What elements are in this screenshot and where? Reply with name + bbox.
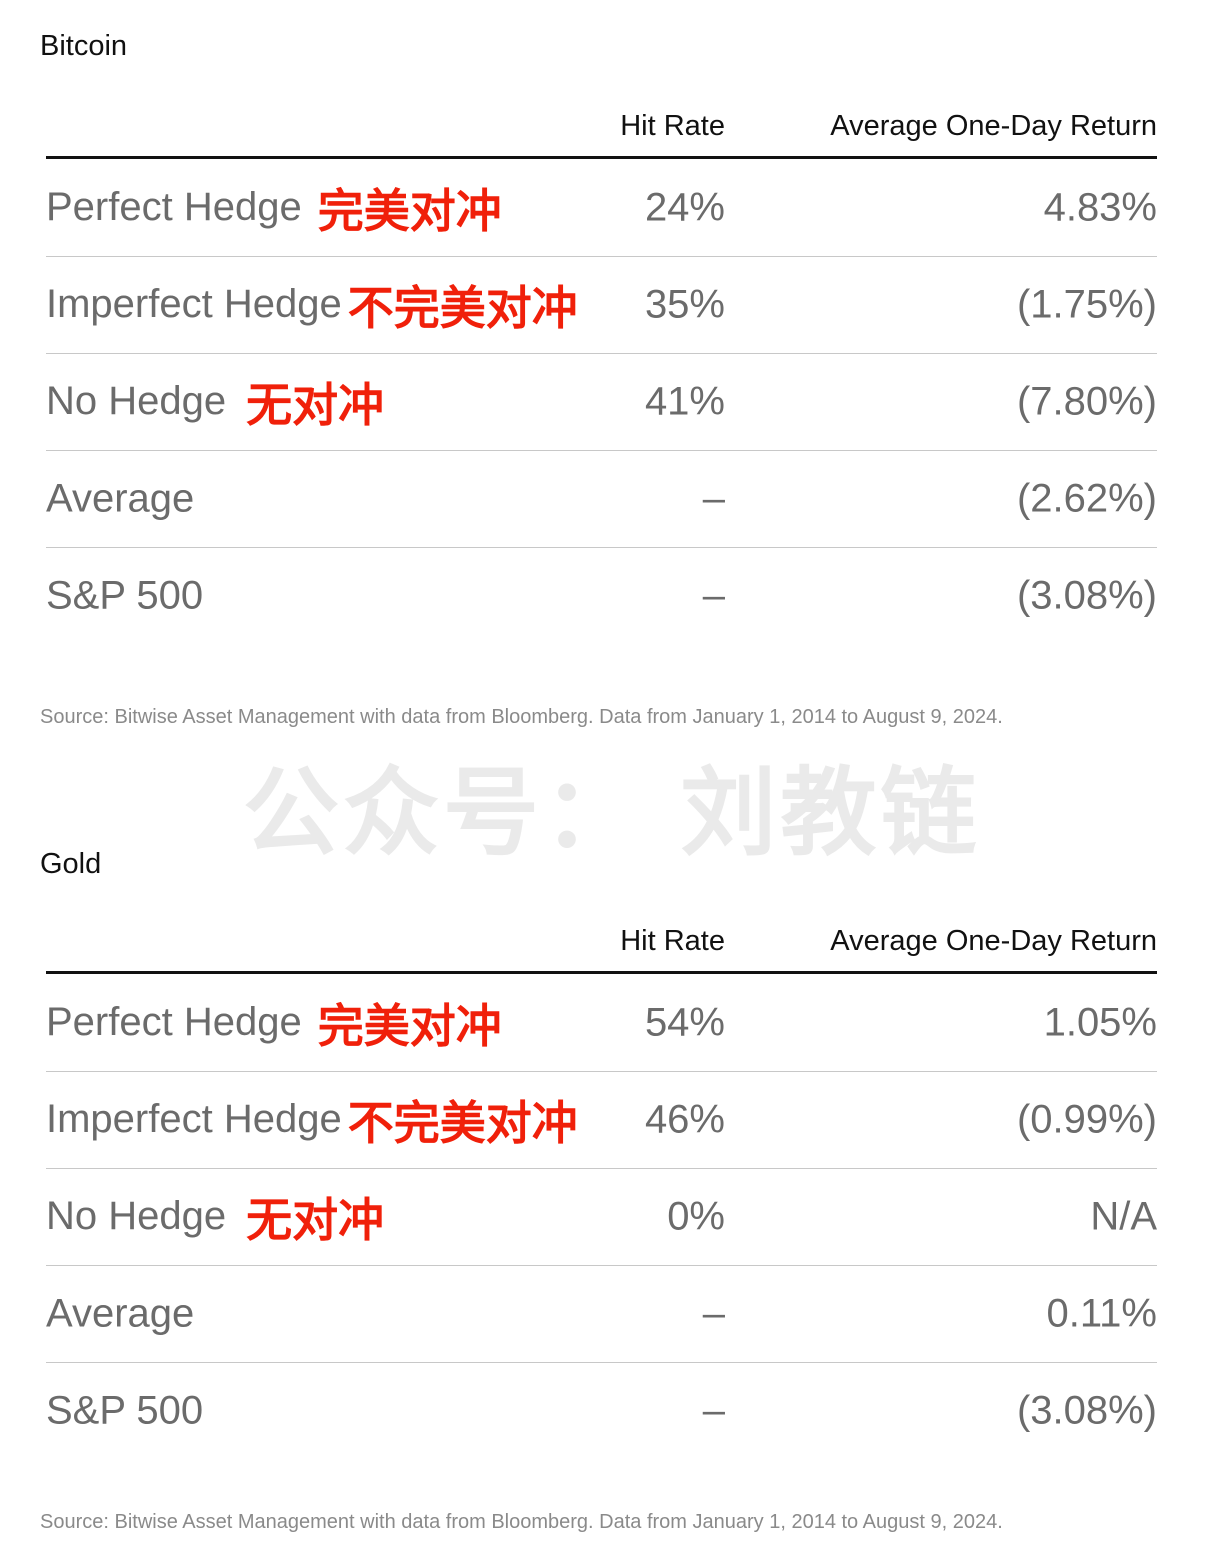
row-label-en: Perfect Hedge	[46, 185, 302, 229]
table-row: Perfect Hedge 完美对冲 54% 1.05%	[46, 974, 1157, 1072]
row-label-en: No Hedge	[46, 1194, 227, 1238]
avg-return-cell: 1.05%	[1043, 1000, 1157, 1044]
hit-rate-cell: 35%	[644, 282, 725, 326]
hit-rate-cell: 46%	[644, 1097, 725, 1141]
watermark: 公众号： 刘教链	[243, 757, 981, 869]
hit-rate-cell: –	[702, 573, 725, 617]
row-label: Perfect Hedge 完美对冲	[46, 175, 502, 241]
header-hit-rate: Hit Rate	[620, 110, 725, 142]
table-title: Gold	[40, 848, 102, 880]
hit-rate-cell: –	[702, 1291, 725, 1335]
table-row: Perfect Hedge 完美对冲 24% 4.83%	[46, 159, 1157, 257]
row-label: No Hedge 无对冲	[46, 1184, 384, 1250]
avg-return-cell: (2.62%)	[1016, 476, 1157, 520]
table-row: No Hedge 无对冲 41% (7.80%)	[46, 353, 1157, 451]
source-note: Source: Bitwise Asset Management with da…	[40, 706, 1003, 728]
hit-rate-cell: 54%	[644, 1000, 725, 1044]
row-label: Perfect Hedge 完美对冲	[46, 990, 502, 1056]
row-label-en: Perfect Hedge	[46, 1000, 302, 1044]
table-header: Hit Rate Average One-Day Return	[46, 925, 1157, 965]
table-row: Imperfect Hedge 不完美对冲 46% (0.99%)	[46, 1071, 1157, 1169]
hit-rate-cell: 24%	[644, 185, 725, 229]
header-avg-return: Average One-Day Return	[830, 110, 1157, 142]
row-label: Average	[46, 476, 194, 521]
row-label-en: No Hedge	[46, 379, 227, 423]
avg-return-cell: (7.80%)	[1016, 379, 1157, 423]
row-label-en: S&P 500	[46, 573, 204, 617]
header-rule	[46, 156, 1157, 159]
row-label: Imperfect Hedge 不完美对冲	[46, 1087, 578, 1153]
table-row: Imperfect Hedge 不完美对冲 35% (1.75%)	[46, 256, 1157, 354]
table-row: S&P 500 – (3.08%)	[46, 1362, 1157, 1459]
row-label: No Hedge 无对冲	[46, 369, 384, 435]
hit-rate-cell: –	[702, 1388, 725, 1432]
header-rule	[46, 971, 1157, 974]
hit-rate-cell: 41%	[644, 379, 725, 423]
avg-return-cell: N/A	[1090, 1194, 1157, 1238]
header-avg-return: Average One-Day Return	[830, 925, 1157, 957]
row-label-zh: 完美对冲	[317, 998, 502, 1053]
hit-rate-cell: 0%	[667, 1194, 725, 1238]
table-row: S&P 500 – (3.08%)	[46, 547, 1157, 644]
avg-return-cell: (0.99%)	[1016, 1097, 1157, 1141]
row-label-zh: 无对冲	[246, 1192, 385, 1247]
table-row: Average – 0.11%	[46, 1265, 1157, 1363]
table-title: Bitcoin	[40, 30, 128, 62]
row-label-en: S&P 500	[46, 1388, 204, 1432]
row-label: S&P 500	[46, 573, 203, 618]
row-label-zh: 完美对冲	[317, 183, 502, 238]
avg-return-cell: 0.11%	[1046, 1291, 1157, 1335]
row-label: S&P 500	[46, 1388, 203, 1433]
row-label-en: Imperfect Hedge	[46, 282, 342, 326]
row-label-en: Average	[46, 1291, 195, 1335]
row-label-en: Imperfect Hedge	[46, 1097, 342, 1141]
avg-return-cell: (1.75%)	[1016, 282, 1157, 326]
avg-return-cell: (3.08%)	[1016, 573, 1157, 617]
avg-return-cell: 4.83%	[1043, 185, 1157, 229]
source-note: Source: Bitwise Asset Management with da…	[40, 1511, 1003, 1533]
hit-rate-cell: –	[702, 476, 725, 520]
row-label-zh: 无对冲	[246, 377, 385, 432]
row-label: Imperfect Hedge 不完美对冲	[46, 272, 578, 338]
header-hit-rate: Hit Rate	[620, 925, 725, 957]
avg-return-cell: (3.08%)	[1016, 1388, 1157, 1432]
row-label-zh: 不完美对冲	[347, 1095, 578, 1150]
row-label: Average	[46, 1291, 194, 1336]
table-header: Hit Rate Average One-Day Return	[46, 110, 1157, 150]
row-label-zh: 不完美对冲	[347, 280, 578, 335]
table-row: No Hedge 无对冲 0% N/A	[46, 1168, 1157, 1266]
table-row: Average – (2.62%)	[46, 450, 1157, 548]
row-label-en: Average	[46, 476, 195, 520]
